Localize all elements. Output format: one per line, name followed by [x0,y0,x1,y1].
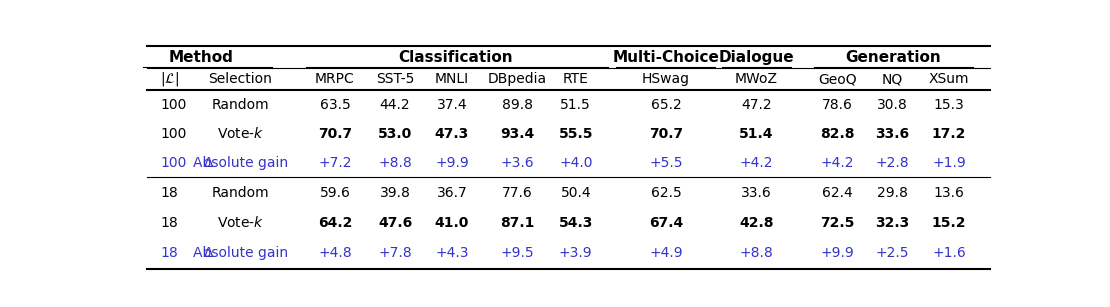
Text: 37.4: 37.4 [436,98,467,112]
Text: 15.2: 15.2 [932,216,967,230]
Text: +7.8: +7.8 [379,246,412,260]
Text: 82.8: 82.8 [820,127,855,141]
Text: DBpedia: DBpedia [487,72,547,86]
Text: 17.2: 17.2 [932,127,967,141]
Text: 51.4: 51.4 [739,127,774,141]
Text: 55.5: 55.5 [558,127,593,141]
Text: Method: Method [169,50,233,65]
Text: Random: Random [211,98,269,112]
Text: 87.1: 87.1 [501,216,534,230]
Text: +3.6: +3.6 [501,156,534,170]
Text: 62.5: 62.5 [650,186,682,200]
Text: RTE: RTE [563,72,588,86]
Text: 67.4: 67.4 [649,216,684,230]
Text: 59.6: 59.6 [320,186,351,200]
Text: Random: Random [211,186,269,200]
Text: 54.3: 54.3 [558,216,593,230]
Text: +7.2: +7.2 [319,156,352,170]
Text: MWoZ: MWoZ [735,72,778,86]
Text: +4.3: +4.3 [435,246,468,260]
Text: +4.2: +4.2 [739,156,774,170]
Text: 100: 100 [160,98,186,112]
Text: 47.3: 47.3 [435,127,470,141]
Text: XSum: XSum [929,72,969,86]
Text: Absolute gain: Absolute gain [193,156,287,170]
Text: $\Delta$: $\Delta$ [203,246,214,260]
Text: Absolute gain: Absolute gain [193,246,287,260]
Text: +9.9: +9.9 [820,246,855,260]
Text: +8.8: +8.8 [739,246,774,260]
Text: GeoQ: GeoQ [818,72,857,86]
Text: 29.8: 29.8 [877,186,908,200]
Text: $\Delta$: $\Delta$ [203,156,214,170]
Text: 44.2: 44.2 [380,98,411,112]
Text: HSwag: HSwag [642,72,690,86]
Text: 63.5: 63.5 [320,98,351,112]
Text: +5.5: +5.5 [649,156,683,170]
Text: +1.9: +1.9 [932,156,966,170]
Text: +2.8: +2.8 [876,156,909,170]
Text: 62.4: 62.4 [821,186,852,200]
Text: Multi-Choice: Multi-Choice [613,50,719,65]
Text: 47.6: 47.6 [379,216,412,230]
Text: 36.7: 36.7 [436,186,467,200]
Text: +3.9: +3.9 [559,246,593,260]
Text: +8.8: +8.8 [379,156,412,170]
Text: 53.0: 53.0 [379,127,412,141]
Text: Generation: Generation [846,50,941,65]
Text: 65.2: 65.2 [650,98,682,112]
Text: +4.0: +4.0 [559,156,593,170]
Text: +9.5: +9.5 [501,246,534,260]
Text: +4.8: +4.8 [319,246,352,260]
Text: 50.4: 50.4 [561,186,591,200]
Text: 41.0: 41.0 [435,216,470,230]
Text: 18: 18 [160,246,178,260]
Text: 47.2: 47.2 [741,98,771,112]
Text: 33.6: 33.6 [876,127,909,141]
Text: 42.8: 42.8 [739,216,774,230]
Text: MNLI: MNLI [435,72,468,86]
Text: 18: 18 [160,216,178,230]
Text: 33.6: 33.6 [741,186,771,200]
Text: 70.7: 70.7 [649,127,683,141]
Text: 93.4: 93.4 [501,127,534,141]
Text: +2.5: +2.5 [876,246,909,260]
Text: 72.5: 72.5 [820,216,855,230]
Text: 70.7: 70.7 [317,127,352,141]
Text: +4.9: +4.9 [649,246,683,260]
Text: 39.8: 39.8 [380,186,411,200]
Text: Vote-$k$: Vote-$k$ [216,216,264,231]
Text: 77.6: 77.6 [502,186,533,200]
Text: 78.6: 78.6 [821,98,852,112]
Text: +4.2: +4.2 [820,156,854,170]
Text: Dialogue: Dialogue [718,50,795,65]
Text: 100: 100 [160,127,186,141]
Text: Selection: Selection [209,72,272,86]
Text: 15.3: 15.3 [934,98,965,112]
Text: SST-5: SST-5 [376,72,414,86]
Text: $|\mathcal{L}|$: $|\mathcal{L}|$ [160,70,180,88]
Text: 51.5: 51.5 [561,98,592,112]
Text: +1.6: +1.6 [932,246,966,260]
Text: +9.9: +9.9 [435,156,468,170]
Text: MRPC: MRPC [315,72,355,86]
Text: 18: 18 [160,186,178,200]
Text: 13.6: 13.6 [934,186,965,200]
Text: 30.8: 30.8 [877,98,908,112]
Text: NQ: NQ [881,72,902,86]
Text: 64.2: 64.2 [317,216,352,230]
Text: 100: 100 [160,156,186,170]
Text: 32.3: 32.3 [875,216,909,230]
Text: 89.8: 89.8 [502,98,533,112]
Text: Vote-$k$: Vote-$k$ [216,126,264,141]
Text: Classification: Classification [398,50,513,65]
